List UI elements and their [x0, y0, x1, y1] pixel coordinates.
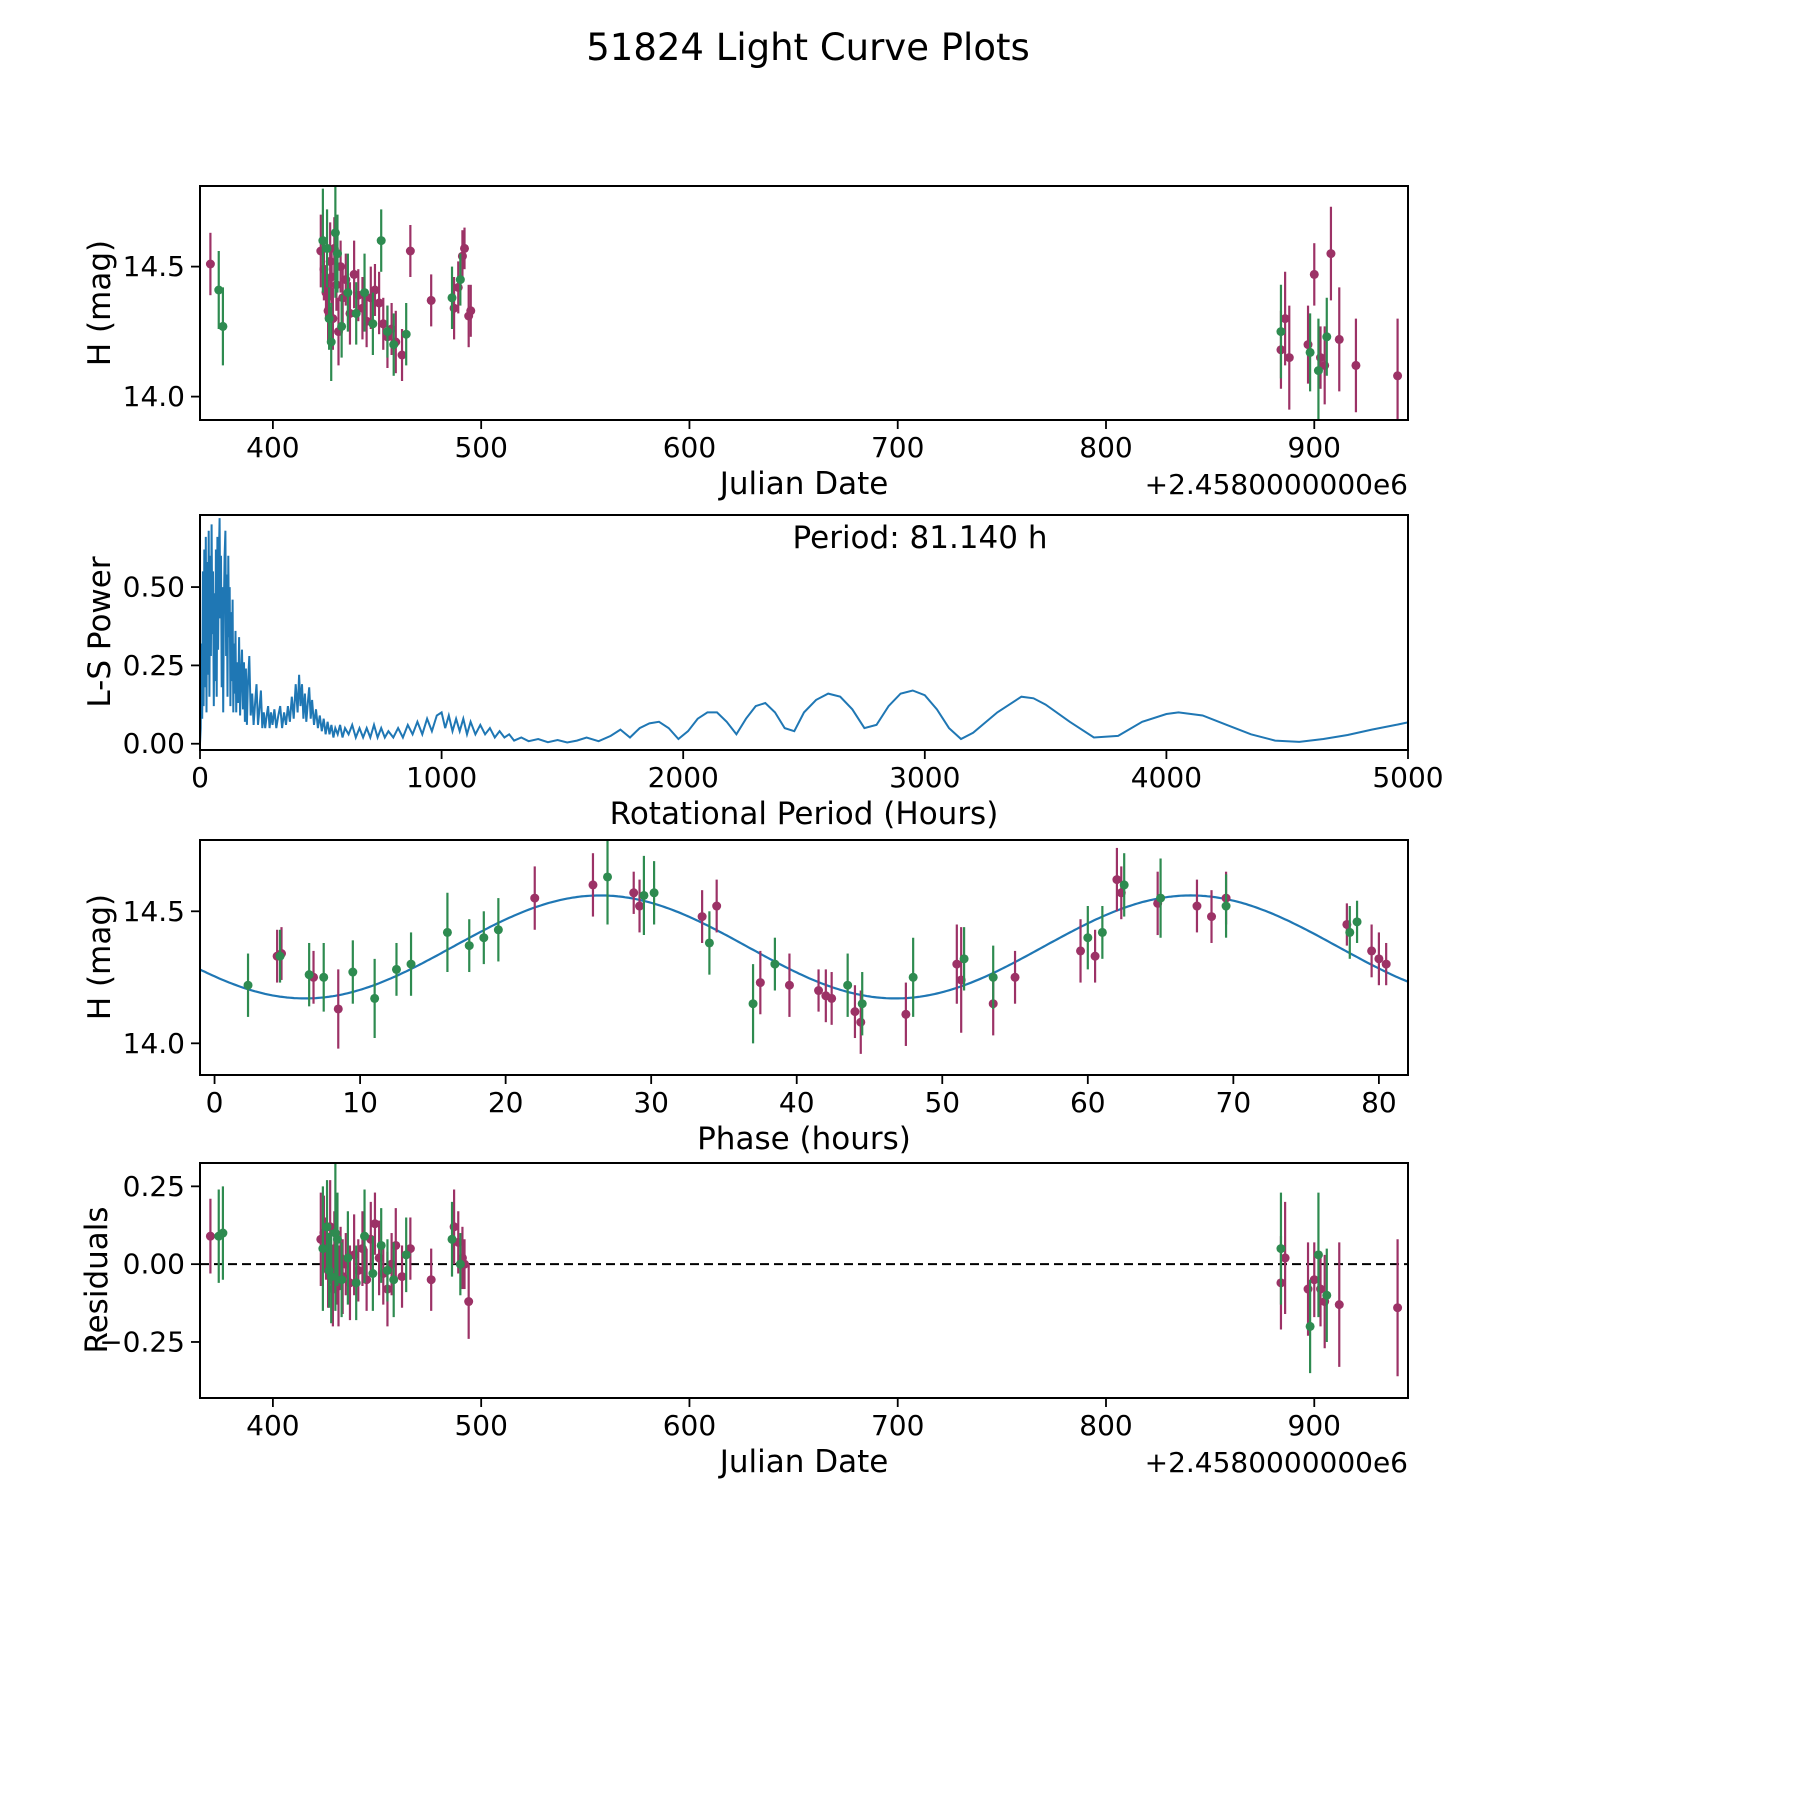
periodogram-ylabel: L-S Power — [82, 556, 118, 708]
svg-text:20: 20 — [488, 1086, 524, 1119]
svg-text:3000: 3000 — [889, 761, 960, 794]
best-period-annotation: Period: 81.140 h — [792, 520, 1048, 556]
figure-title: 51824 Light Curve Plots — [586, 26, 1030, 69]
jd-axis-offset-label: +2.4580000000e6 — [1144, 468, 1408, 501]
svg-text:70: 70 — [1216, 1086, 1252, 1119]
svg-text:600: 600 — [663, 431, 716, 464]
svg-text:14.5: 14.5 — [123, 895, 185, 928]
svg-text:40: 40 — [779, 1086, 815, 1119]
residuals-axis-offset-label: +2.4580000000e6 — [1144, 1446, 1408, 1479]
svg-text:500: 500 — [454, 1409, 507, 1442]
svg-text:600: 600 — [663, 1409, 716, 1442]
svg-text:1000: 1000 — [406, 761, 477, 794]
svg-text:14.0: 14.0 — [123, 380, 185, 413]
svg-text:2000: 2000 — [648, 761, 719, 794]
svg-text:800: 800 — [1079, 1409, 1132, 1442]
jd-lightcurve-ylabel: H (mag) — [82, 239, 118, 367]
svg-text:900: 900 — [1288, 1409, 1341, 1442]
svg-text:4000: 4000 — [1131, 761, 1202, 794]
phase-lightcurve-ylabel: H (mag) — [82, 893, 118, 1021]
svg-text:0.25: 0.25 — [123, 649, 185, 682]
svg-text:0.25: 0.25 — [123, 1170, 185, 1203]
svg-text:0.50: 0.50 — [123, 571, 185, 604]
phase-lightcurve-xlabel: Phase (hours) — [697, 1121, 911, 1157]
residuals-ylabel: Residuals — [79, 1206, 115, 1354]
svg-text:900: 900 — [1288, 431, 1341, 464]
svg-text:14.5: 14.5 — [123, 250, 185, 283]
svg-text:0.00: 0.00 — [123, 1248, 185, 1281]
svg-text:0: 0 — [191, 761, 209, 794]
svg-text:700: 700 — [871, 431, 924, 464]
svg-text:60: 60 — [1070, 1086, 1106, 1119]
jd-lightcurve-xlabel: Julian Date — [719, 466, 889, 502]
svg-text:400: 400 — [246, 1409, 299, 1442]
svg-text:5000: 5000 — [1372, 761, 1443, 794]
svg-text:80: 80 — [1361, 1086, 1397, 1119]
svg-text:10: 10 — [342, 1086, 378, 1119]
residuals-xlabel: Julian Date — [719, 1444, 889, 1480]
svg-text:0.00: 0.00 — [123, 727, 185, 760]
svg-text:30: 30 — [633, 1086, 669, 1119]
svg-text:800: 800 — [1079, 431, 1132, 464]
svg-text:14.0: 14.0 — [123, 1027, 185, 1060]
svg-text:400: 400 — [246, 431, 299, 464]
periodogram-xlabel: Rotational Period (Hours) — [609, 796, 999, 832]
svg-text:700: 700 — [871, 1409, 924, 1442]
svg-text:50: 50 — [924, 1086, 960, 1119]
svg-text:−0.25: −0.25 — [99, 1325, 185, 1358]
svg-text:500: 500 — [454, 431, 507, 464]
svg-text:0: 0 — [206, 1086, 224, 1119]
